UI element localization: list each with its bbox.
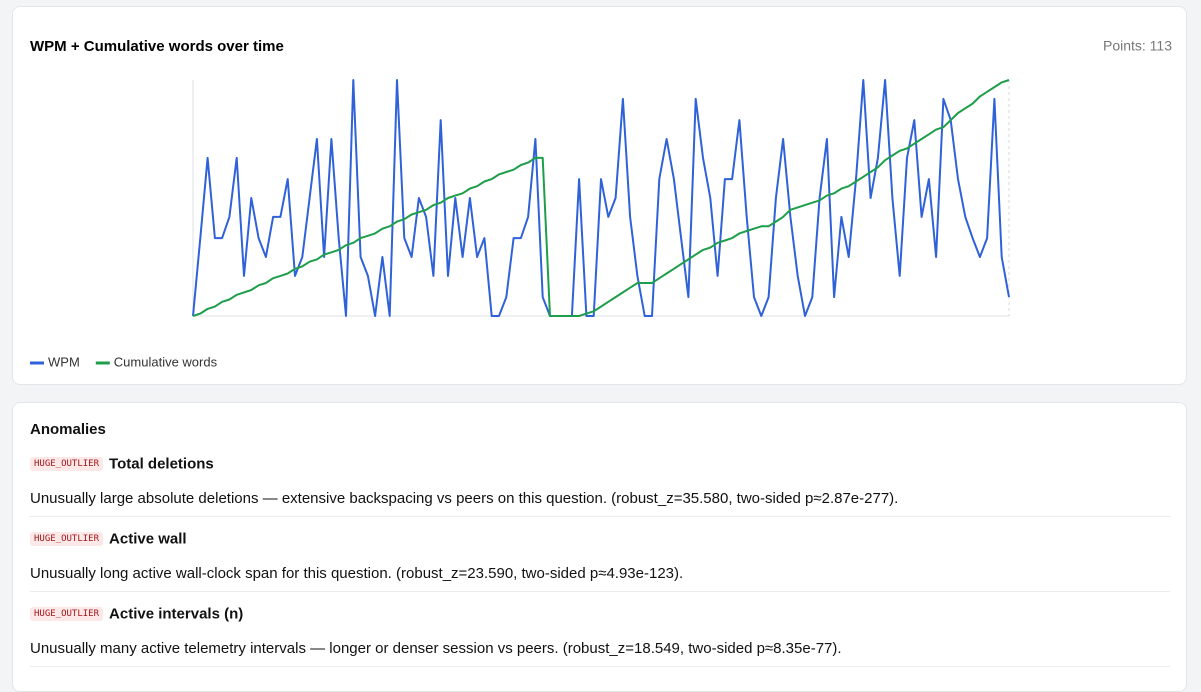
anomaly-title: Total deletions xyxy=(109,455,214,473)
anomalies-card: Anomalies HUGE_OUTLIER Total deletions Unu… xyxy=(12,402,1187,692)
badge: HUGE_OUTLIER xyxy=(30,531,104,546)
badge: HUGE_OUTLIER xyxy=(30,456,104,471)
anomaly-description: Unusually large absolute deletions — ext… xyxy=(30,490,1170,517)
badge: HUGE_OUTLIER xyxy=(30,606,104,621)
anomaly: HUGE_OUTLIER Active wall Unusually long ac… xyxy=(30,530,1170,592)
anomaly: HUGE_OUTLIER Active intervals (n) Unusuall… xyxy=(30,605,1170,667)
anomaly-description: Unusually many active telemetry interval… xyxy=(30,640,1170,667)
anomalies-title: Anomalies xyxy=(30,421,106,438)
chart-card: WPM + Cumulative words over time Points:… xyxy=(12,6,1187,385)
chart-title: WPM + Cumulative words over time xyxy=(30,38,284,55)
anomaly-title: Active intervals (n) xyxy=(109,605,244,623)
anomaly-title: Active wall xyxy=(109,530,187,548)
chart: WPM + Cumulative words over time Points:… xyxy=(30,38,1172,369)
page: WPM + Cumulative words over time Points:… xyxy=(12,6,1187,692)
anomaly-description: Unusually long active wall-clock span fo… xyxy=(30,565,1170,592)
anomaly: HUGE_OUTLIER Total deletions Unusually lar… xyxy=(30,455,1170,517)
legend-label: Cumulative words xyxy=(114,354,218,369)
points-count: Points: 113 xyxy=(1103,38,1172,54)
legend-label: WPM xyxy=(48,354,80,369)
series-line xyxy=(192,79,1010,317)
series-line xyxy=(192,79,1010,317)
